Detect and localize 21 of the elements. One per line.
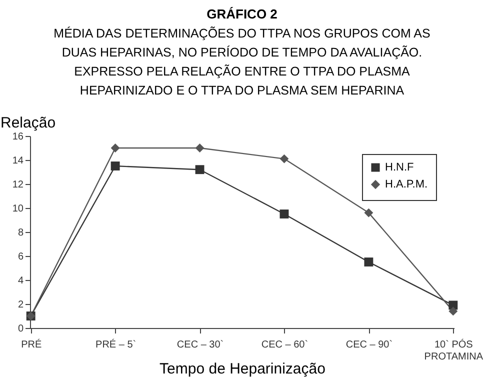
x-tick-label: CEC – 60`	[261, 340, 308, 350]
chart-subtitle: MÉDIA DAS DETERMINAÇÕES DO TTPA NOS GRUPOS COM AS DUAS HEPARINAS, NO PERÍODO DE TEMPO DA AVALIAÇÃO. EXPRESSO PELA RELAÇÃO ENTRE O TTPA DO PLASMA HEPARINIZADO E O TTPA DO PLASMA SEM HEPARINA	[54, 26, 430, 98]
y-tick-label: 12	[12, 180, 24, 190]
legend-label: H.N.F	[385, 162, 414, 174]
x-tick-label: CEC – 30`	[176, 340, 224, 350]
x-tick-label: CEC – 90`	[346, 340, 393, 350]
y-tick-label: 10	[12, 204, 24, 214]
x-tick-label: 10` PÓS PROTAMINA	[424, 338, 484, 362]
y-tick-label: 6	[18, 252, 24, 262]
y-tick-label: 2	[18, 300, 24, 310]
x-axis-title: Tempo de Heparinização	[160, 360, 326, 378]
y-tick-label: 4	[18, 276, 24, 286]
y-tick-label: 14	[12, 156, 24, 166]
x-tick-label: PRÉ – 5`	[96, 338, 136, 350]
chart-title: GRÁFICO 2	[206, 6, 278, 22]
x-tick-label: PRÉ	[21, 338, 42, 350]
legend-label: H.A.P.M.	[385, 178, 428, 190]
y-tick-label: 8	[18, 228, 24, 238]
y-tick-label: 16	[12, 132, 24, 142]
y-axis-title: Relação	[0, 114, 56, 132]
y-tick-label: 0	[18, 324, 24, 334]
